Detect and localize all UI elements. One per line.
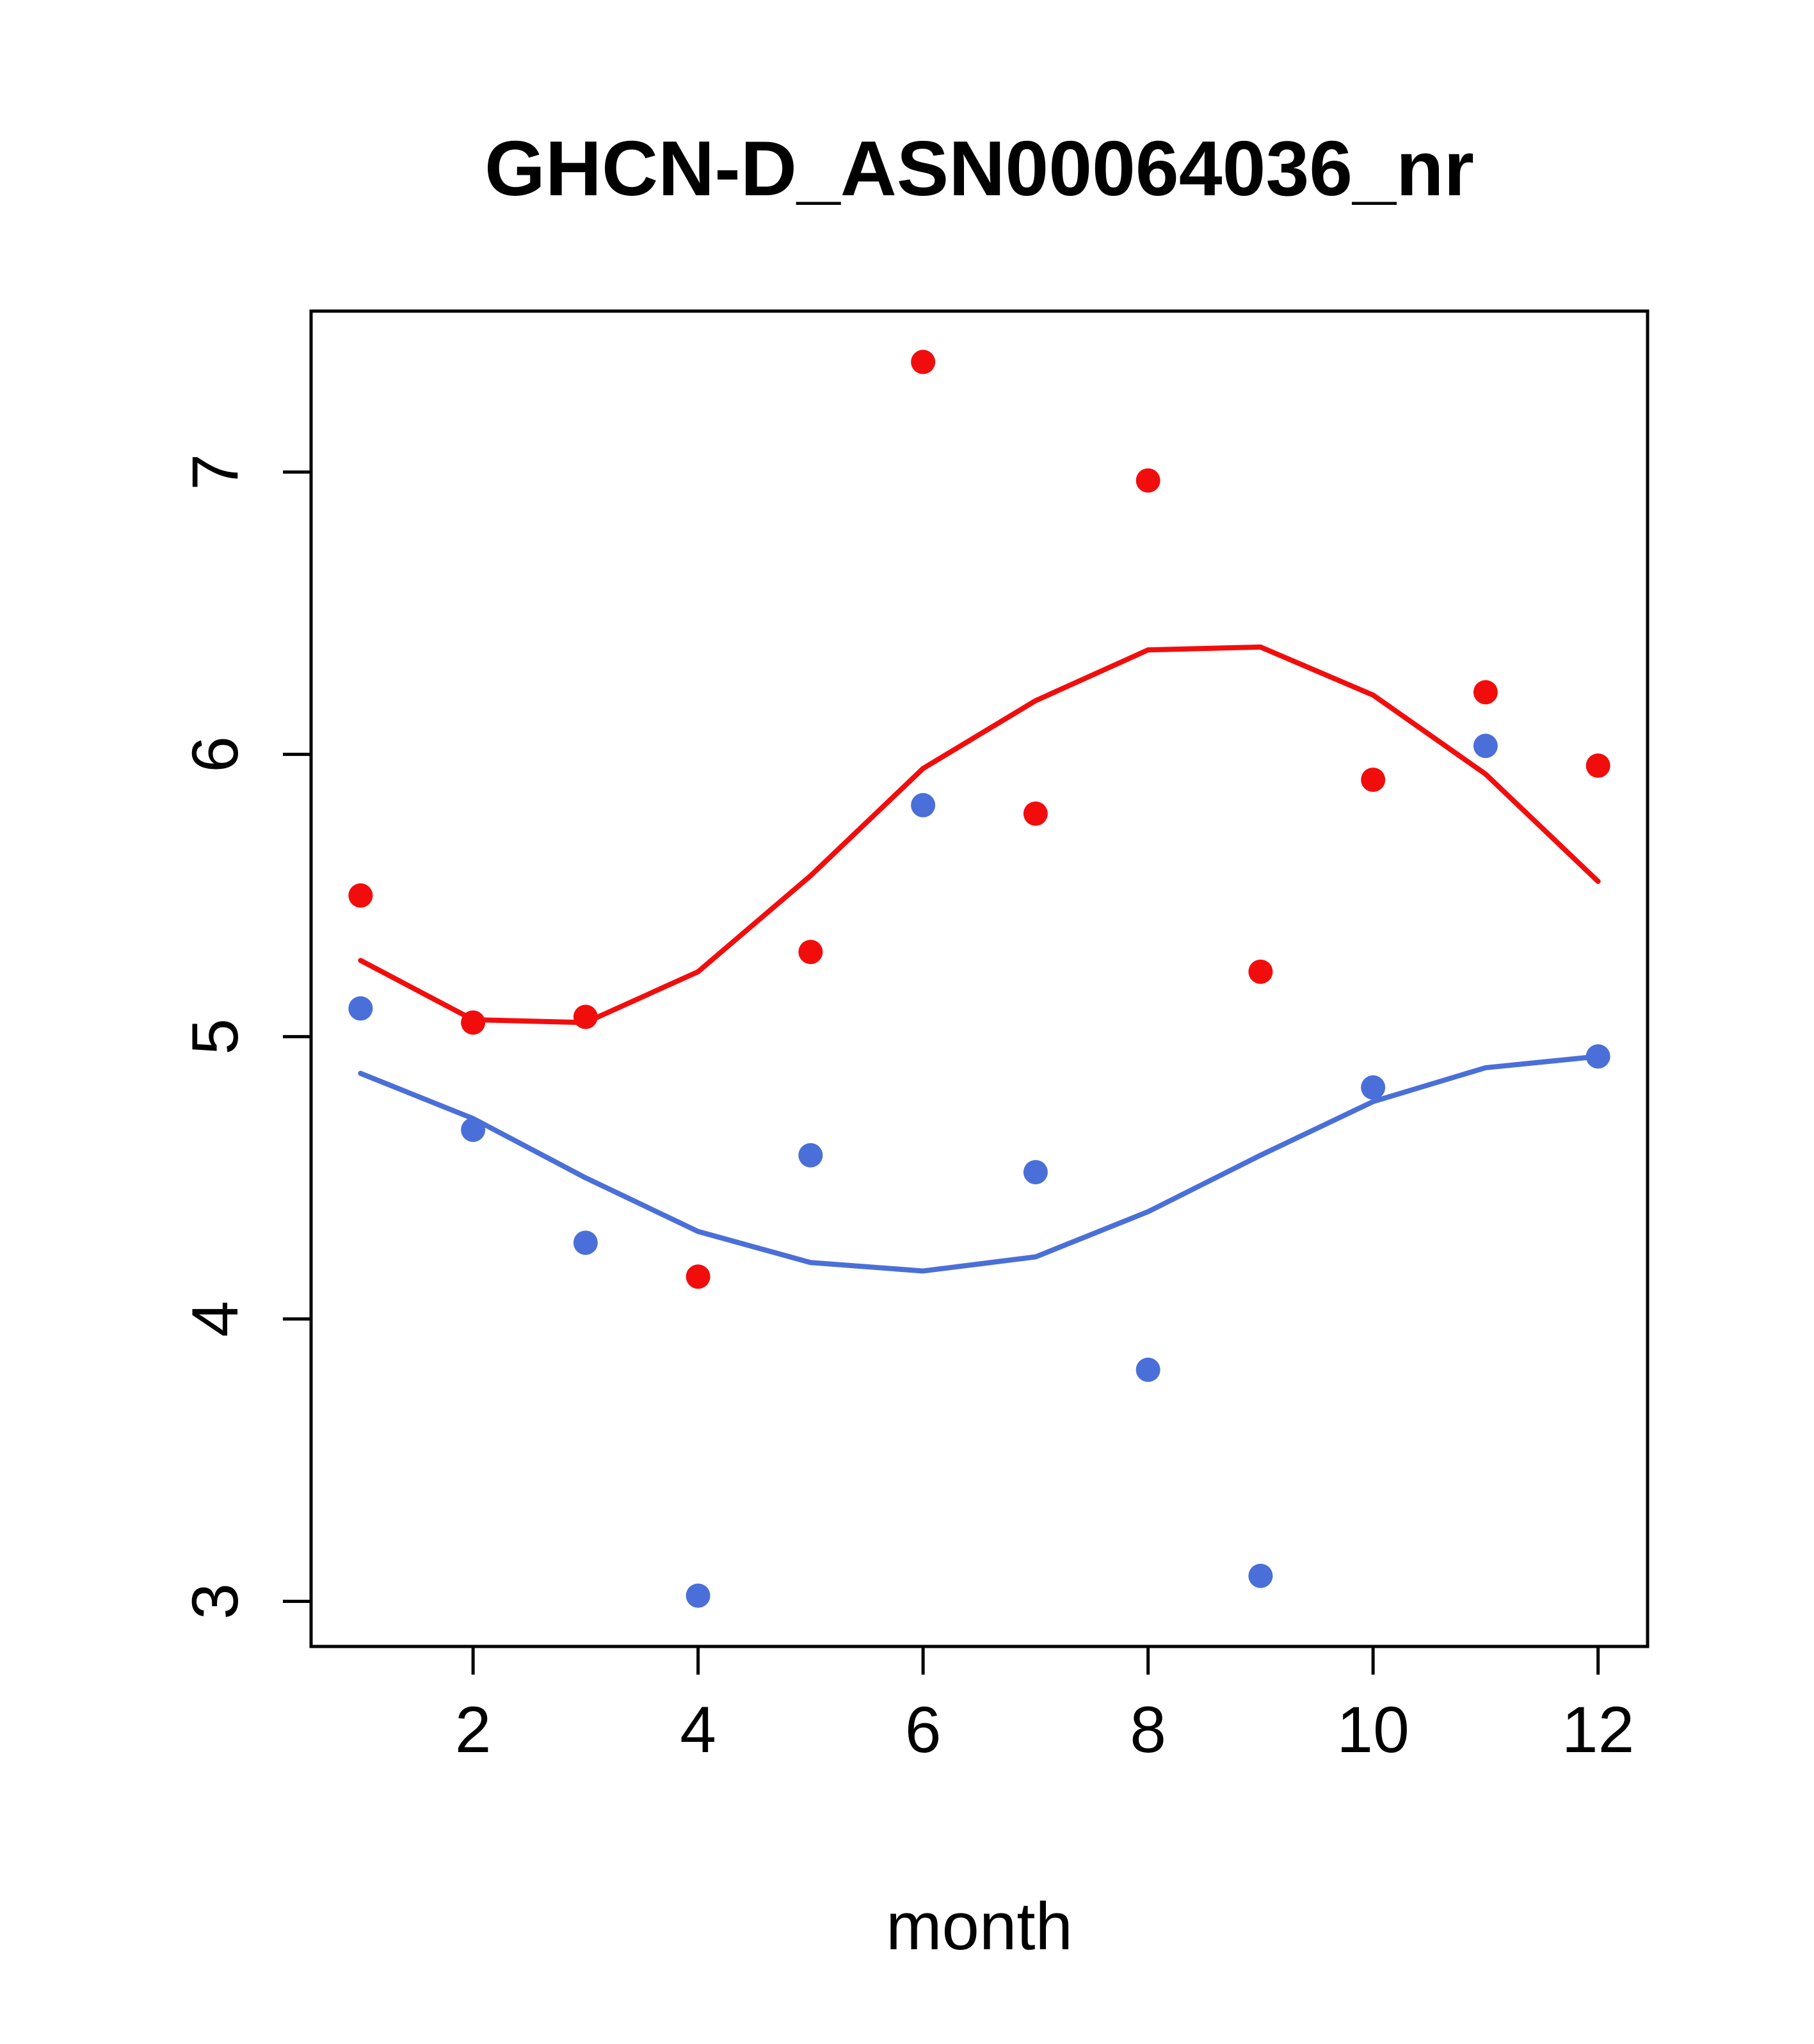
x-tick-label: 4 <box>680 1693 716 1766</box>
data-point-blue-points <box>1136 1357 1160 1382</box>
trend-blue-smooth-line <box>358 1054 1601 1274</box>
data-point-blue-points <box>1023 1160 1048 1185</box>
data-point-red-points <box>1473 680 1498 705</box>
data-point-red-points <box>461 1010 486 1035</box>
trend-red-smooth-line <box>358 644 1601 1026</box>
data-point-red-points <box>686 1264 710 1289</box>
y-tick-label: 6 <box>179 736 252 773</box>
data-point-red-points <box>573 1004 598 1029</box>
data-point-red-points <box>911 350 936 374</box>
data-point-red-points <box>798 940 823 965</box>
chart-title: GHCN-D_ASN00064036_nr <box>485 125 1474 212</box>
data-point-blue-points <box>1473 734 1498 759</box>
x-tick-label: 2 <box>455 1693 492 1766</box>
data-point-blue-points <box>573 1230 598 1255</box>
plot-border <box>309 309 1649 1648</box>
data-point-red-points <box>348 883 373 908</box>
data-point-red-points <box>1136 468 1160 493</box>
data-point-blue-points <box>348 996 373 1021</box>
x-tick-label: 10 <box>1336 1693 1409 1766</box>
x-tick-label: 6 <box>905 1693 942 1766</box>
data-point-blue-points <box>686 1583 710 1608</box>
data-point-red-points <box>1361 768 1386 793</box>
data-point-blue-points <box>798 1143 823 1168</box>
y-tick-label: 7 <box>179 454 252 490</box>
x-tick-label: 12 <box>1562 1693 1634 1766</box>
x-tick-label: 8 <box>1130 1693 1166 1766</box>
data-point-blue-points <box>1585 1044 1610 1069</box>
data-point-red-points <box>1023 801 1048 826</box>
y-tick-label: 3 <box>179 1583 252 1620</box>
data-point-blue-points <box>1361 1075 1386 1100</box>
y-tick-label: 5 <box>179 1018 252 1055</box>
data-point-blue-points <box>1248 1563 1273 1588</box>
data-point-blue-points <box>911 793 936 817</box>
data-point-blue-points <box>461 1117 486 1142</box>
y-tick-label: 4 <box>179 1301 252 1337</box>
data-point-red-points <box>1585 753 1610 778</box>
x-axis-label: month <box>886 1889 1073 1964</box>
data-point-red-points <box>1248 959 1273 984</box>
